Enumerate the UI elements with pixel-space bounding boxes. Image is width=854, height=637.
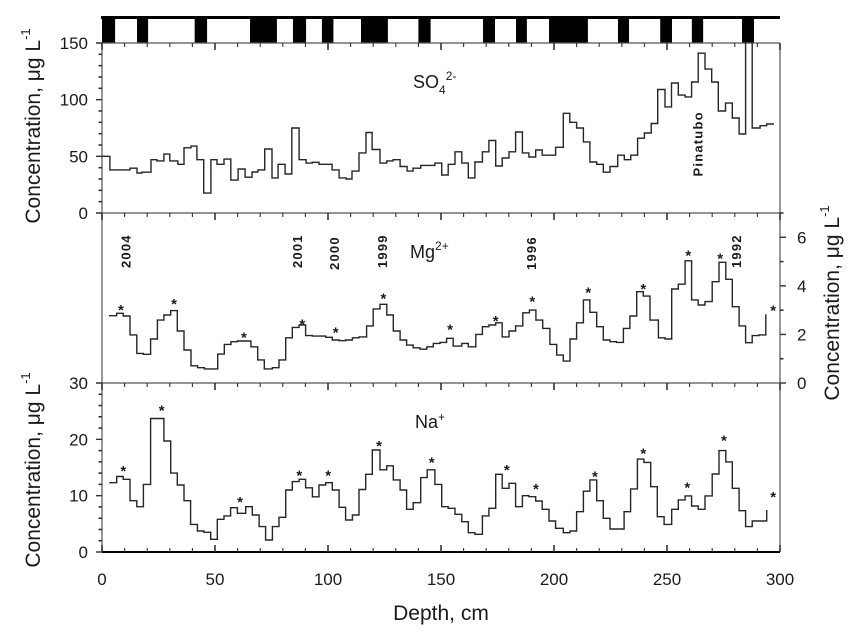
plot-frame — [96, 42, 781, 553]
season-block — [516, 16, 527, 43]
so4-y-tick-label: 50 — [69, 147, 88, 166]
season-block — [321, 16, 334, 43]
data-series — [102, 43, 774, 541]
asterisk-marker: * — [504, 462, 510, 479]
season-block — [102, 16, 116, 43]
asterisk-marker: * — [685, 247, 691, 264]
asterisk-marker: * — [380, 291, 386, 308]
asterisk-marker: * — [333, 325, 339, 342]
year-label: 2000 — [327, 236, 342, 270]
asterisk-marker: * — [770, 489, 776, 506]
mg-species-label: Mg2+ — [410, 239, 449, 262]
asterisk-marker: * — [533, 481, 539, 498]
so4-y-axis-title: Concentration, μg L-1 — [18, 28, 45, 223]
asterisk-marker: * — [640, 446, 646, 463]
so4-step-line — [102, 43, 774, 194]
x-axis-title: Depth, cm — [393, 602, 489, 625]
na-y-tick-label: 10 — [69, 487, 88, 506]
x-tick-label: 200 — [540, 570, 568, 589]
mg-y-tick-label: 4 — [797, 277, 806, 296]
season-block — [549, 16, 588, 43]
season-block — [418, 16, 431, 43]
asterisk-marker: * — [376, 438, 382, 455]
so4-y-tick-label: 0 — [79, 204, 88, 223]
so4-species-label: SO42- — [413, 69, 456, 97]
season-block — [660, 16, 672, 43]
asterisk-marker: * — [118, 302, 124, 319]
asterisk-marker: * — [325, 468, 331, 485]
season-block — [617, 16, 630, 43]
x-tick-label: 50 — [206, 570, 225, 589]
na-y-tick-label: 0 — [79, 543, 88, 562]
asterisk-marker: * — [241, 329, 247, 346]
season-block — [292, 16, 307, 43]
asterisk-marker: * — [237, 494, 243, 511]
asterisk-marker: * — [592, 469, 598, 486]
mg-y-tick-label: 2 — [797, 325, 806, 344]
mg-y-tick-label: 6 — [797, 228, 806, 247]
season-block — [360, 16, 388, 43]
asterisk-marker: * — [296, 468, 302, 485]
asterisk-marker: * — [447, 321, 453, 338]
mg-y-axis-title: Concentration, μg L-1 — [817, 205, 844, 400]
mg-y-tick-label: 0 — [797, 374, 806, 393]
asterisk-marker: * — [299, 316, 305, 333]
asterisk-marker: * — [721, 433, 727, 450]
year-label: 1999 — [375, 234, 390, 268]
x-tick-label: 250 — [653, 570, 681, 589]
season-block — [194, 16, 208, 43]
na-step-line — [109, 417, 768, 541]
x-tick-label: 300 — [766, 570, 794, 589]
x-tick-label: 100 — [314, 570, 342, 589]
so4-y-tick-label: 100 — [60, 91, 88, 110]
na-y-tick-label: 20 — [69, 430, 88, 449]
season-block — [691, 16, 704, 43]
mg-step-line — [109, 260, 767, 370]
axis-tick-labels: 0 50 100 150 200 250 300 0 50 100 150 0 2 4 6 0 10 20 30 — [60, 34, 807, 589]
year-label: 2001 — [290, 234, 305, 268]
year-label: 1992 — [729, 234, 744, 268]
asterisk-marker: * — [717, 251, 723, 268]
asterisk-marker: * — [429, 455, 435, 472]
x-tick-label: 0 — [97, 570, 106, 589]
asterisk-marker: * — [640, 281, 646, 298]
asterisk-marker: * — [529, 294, 535, 311]
so4-y-tick-label: 150 — [60, 34, 88, 53]
season-bar — [101, 16, 780, 43]
asterisk-marker: * — [770, 303, 776, 320]
pinatubo-label: Pinatubo — [690, 111, 705, 176]
asterisk-marker: * — [120, 463, 126, 480]
x-tick-label: 150 — [427, 570, 455, 589]
annotations: Pinatubo 2004 2001 2000 1999 1996 1992 — [118, 111, 744, 270]
asterisk-marker: * — [493, 313, 499, 330]
year-label: 1996 — [524, 236, 539, 270]
year-label: 2004 — [118, 234, 133, 268]
asterisk-marker: * — [684, 479, 690, 496]
season-block — [483, 16, 496, 43]
asterisk-marker: * — [585, 284, 591, 301]
peak-markers: * * * * * * * * * * * * * * * * * * * * * * * * * * * * — [118, 247, 776, 511]
na-y-tick-label: 30 — [69, 374, 88, 393]
asterisk-marker: * — [171, 296, 177, 313]
season-bar-top-strip — [101, 16, 780, 19]
season-block — [137, 16, 149, 43]
na-species-label: Na+ — [415, 410, 445, 432]
season-block — [250, 16, 277, 43]
season-block — [742, 16, 755, 43]
na-y-axis-title: Concentration, μg L-1 — [18, 372, 45, 567]
axis-ticks — [96, 42, 786, 553]
asterisk-marker: * — [159, 403, 165, 420]
